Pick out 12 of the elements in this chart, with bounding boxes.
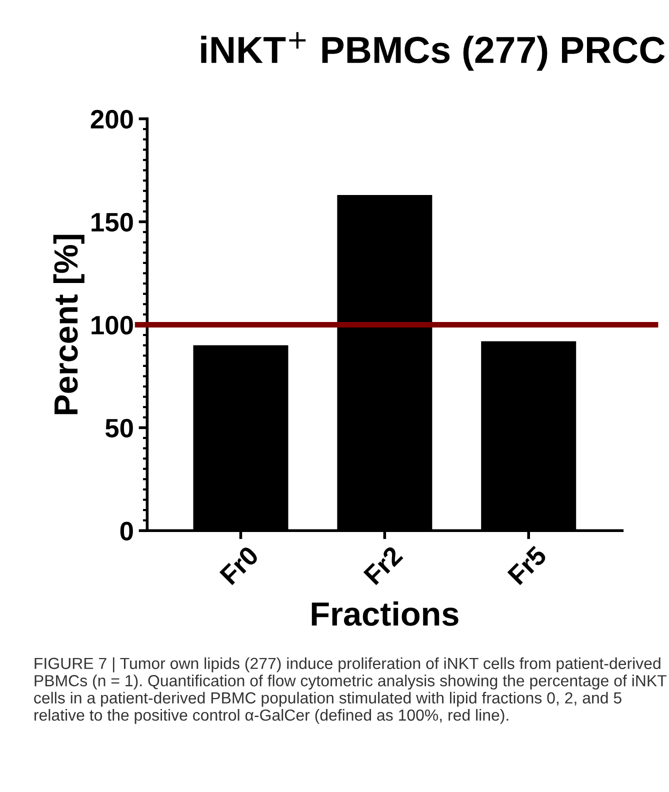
x-axis-title: Fractions: [312, 601, 458, 626]
y-tick-label: 150: [92, 212, 133, 232]
chart-title: iNKT$^{+}$ PBMCs (277) PRCC: [201, 32, 665, 71]
y-axis-title: Percent [%]: [53, 234, 84, 414]
y-tick-label: 50: [105, 418, 133, 438]
caption: FIGURE 7 | Tumor own lipids (277) induce proliferation of iNKT cells from patient-derived PBMCs (n = 1). Quantification of flow cytometric analysis showing the percentage of iNKT cells in a patient-derived PBMC population stimulated with lipid fractions 0, 2, and 5 relative to the positive control α-GalCer (defined as 100%, red line).: [34, 657, 666, 724]
x-tick-label: Fr5: [507, 545, 548, 586]
y-tick-label: 100: [92, 316, 133, 335]
y-tick-label: 200: [90, 110, 133, 129]
x-tick-label: Fr2: [363, 545, 404, 586]
x-tick-label: Fr0: [219, 545, 260, 586]
y-tick-label: 0: [120, 522, 133, 540]
